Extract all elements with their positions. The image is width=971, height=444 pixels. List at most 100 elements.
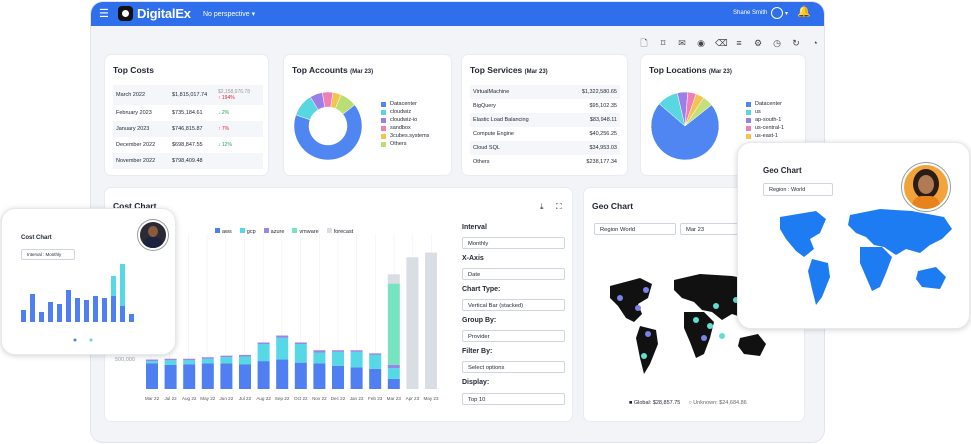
- bar-segment: [239, 354, 251, 357]
- bar-segment: [120, 306, 125, 322]
- brand-suffix: Ex: [175, 6, 191, 21]
- legend-label: vmware: [299, 229, 319, 235]
- group-by-select[interactable]: Provider: [462, 330, 565, 342]
- mail-icon[interactable]: ✉: [678, 38, 686, 48]
- card-title: Top Costs: [113, 65, 154, 75]
- chart-type-select[interactable]: Vertical Bar (stacked): [462, 299, 565, 311]
- table-row: January 2023 $746,815.87 ↑ 7%: [113, 121, 263, 137]
- legend-swatch: [746, 133, 751, 139]
- legend-label: azure: [270, 229, 285, 235]
- filter-icon[interactable]: ≡: [736, 38, 742, 48]
- perspective-select[interactable]: No perspective ▾: [203, 11, 256, 18]
- bar-segment: [257, 344, 270, 362]
- chevron-down-icon[interactable]: ▾: [785, 11, 789, 17]
- save-icon[interactable]: ⌑: [660, 38, 666, 48]
- bar-segment: [129, 314, 134, 322]
- period-cell: December 2022: [116, 142, 156, 148]
- region-select[interactable]: Region World: [594, 223, 676, 235]
- legend-item: 3cubes.systems: [381, 132, 429, 140]
- filter-by-select[interactable]: Select options: [462, 361, 565, 373]
- change-cell: $2,158,976.78 ↑ 194%: [218, 89, 250, 101]
- legend-label: Others: [390, 141, 407, 147]
- bar-segment: [313, 352, 326, 364]
- legend-label: gcp: [246, 229, 256, 235]
- bar-segment: [387, 368, 400, 379]
- chart-type-label: Chart Type:: [462, 286, 501, 293]
- legend-label: cloudwiz-io: [390, 117, 418, 123]
- app-window: ☰ DigitalEx No perspective ▾ Shane Smith…: [91, 2, 824, 442]
- delete-icon[interactable]: ⌫: [715, 38, 728, 48]
- user-name[interactable]: Shane Smith: [733, 10, 768, 16]
- bar-segment: [387, 274, 400, 284]
- legend-global-text: Global: $28,857.75: [633, 400, 681, 406]
- float-interval-select[interactable]: Interval : Monthly: [21, 249, 75, 260]
- bar-segment: [294, 342, 307, 345]
- legend-swatch: [381, 101, 386, 107]
- legend-label: 3cubes.systems: [390, 133, 430, 139]
- locations-legend: Datacenter us ap-south-1 us-central-1 us-eas…: [746, 100, 784, 140]
- eurasia-shape: [848, 209, 952, 255]
- legend-unknown-text: Unknown: $24,684.86: [693, 400, 747, 406]
- top-services-table: VirtualMachine $1,322,580.65 BigQuery $95,1…: [470, 85, 620, 169]
- legend-item: azure: [263, 228, 285, 235]
- gear-icon[interactable]: ⚙: [753, 38, 763, 48]
- clock-icon[interactable]: ◷: [773, 38, 781, 48]
- period-cell: November 2022: [116, 158, 156, 164]
- toolbar: 🗋 ⌑ ✉ ◉ ⌫ ≡ ⚙ ◷ ↻ ◔: [639, 38, 820, 48]
- legend-swatch: [239, 228, 245, 233]
- service-name: Others: [473, 159, 490, 165]
- display-select[interactable]: Top 10: [462, 393, 565, 405]
- xaxis-select[interactable]: Date: [462, 268, 565, 280]
- floating-geo-chart-card: Geo Chart Region : World: [737, 142, 970, 329]
- interval-select[interactable]: Monthly: [462, 237, 565, 249]
- download-icon[interactable]: ⤓: [540, 202, 544, 211]
- card-title: Top Locations (Mar 23): [649, 65, 732, 75]
- legend-item: forecast: [326, 228, 353, 235]
- bar-segment: [313, 350, 326, 353]
- table-row: Compute Engine $40,256.25: [470, 127, 620, 141]
- bar-segment: [201, 363, 214, 389]
- card-title: Cost Chart: [113, 201, 157, 211]
- legend-label: Datacenter: [390, 101, 417, 107]
- card-title: Top Services (Mar 23): [470, 65, 548, 75]
- x-tick-label: Jul 22: [164, 396, 177, 401]
- float-world-map: [780, 209, 952, 305]
- change-cell: ↓ 2%: [218, 110, 229, 116]
- map-marker: [641, 353, 647, 359]
- menu-icon[interactable]: ☰: [99, 8, 109, 20]
- month-select[interactable]: Mar 23: [680, 223, 738, 235]
- legend-swatch: [746, 125, 751, 131]
- legend-item: us-central-1: [746, 124, 784, 132]
- card-title-text: Top Services: [470, 65, 523, 75]
- legend-label: us-central-1: [755, 125, 785, 131]
- service-name: Cloud SQL: [473, 145, 500, 151]
- user-avatar-icon[interactable]: [771, 7, 783, 19]
- expand-icon[interactable]: ⛶: [556, 202, 562, 211]
- x-tick-label: Jul 22: [239, 396, 252, 401]
- cost-chart-card: Cost Chart ⤓ ⛶ aws gcp azure vmware forecast…: [105, 188, 572, 421]
- legend-swatch: [381, 133, 386, 139]
- legend-swatch: [292, 228, 298, 233]
- bar-segment: [164, 358, 177, 361]
- map-marker: [707, 323, 713, 329]
- legend-item: cloudwiz-io: [381, 116, 429, 124]
- period-cell: February 2023: [116, 110, 152, 116]
- refresh-icon[interactable]: ↻: [792, 38, 800, 48]
- camera-icon[interactable]: ◉: [697, 38, 705, 48]
- pie-slice: [684, 97, 712, 127]
- bookmark-icon[interactable]: 🗋: [640, 38, 648, 48]
- bell-icon[interactable]: 🔔: [797, 6, 811, 18]
- history-icon[interactable]: ◔: [812, 38, 818, 48]
- bar-segment: [239, 356, 251, 365]
- float-card-title: Cost Chart: [21, 235, 52, 241]
- legend-dot: [89, 338, 93, 342]
- legend-swatch: [746, 117, 751, 123]
- service-value: $83,948.11: [589, 117, 617, 123]
- bar-segment: [369, 353, 382, 355]
- bar-segment: [350, 351, 363, 368]
- top-bar: ☰ DigitalEx No perspective ▾ Shane Smith…: [91, 2, 824, 26]
- bar-segment: [111, 296, 116, 322]
- bar-segment: [102, 298, 107, 322]
- bar-segment: [75, 298, 80, 322]
- float-region-select[interactable]: Region : World: [763, 183, 833, 196]
